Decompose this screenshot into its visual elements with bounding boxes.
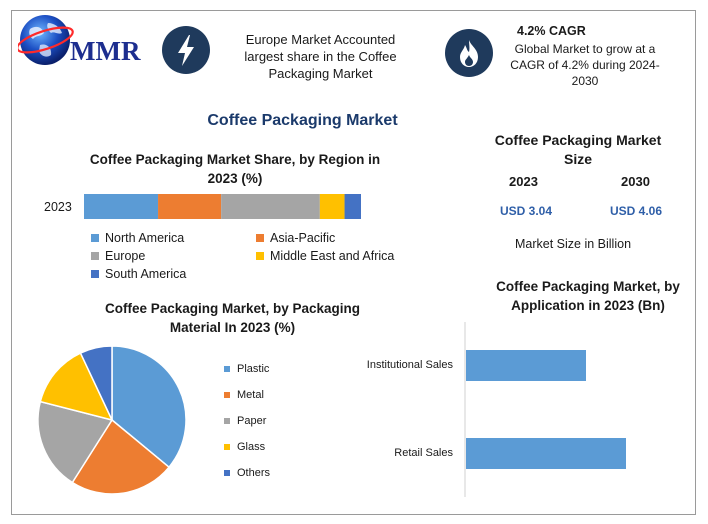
- legend-label: Others: [237, 467, 271, 479]
- legend-label: South America: [105, 267, 187, 281]
- market-size-year-2030: 2030: [621, 174, 650, 189]
- application-chart-title: Coffee Packaging Market, by Application …: [496, 279, 680, 313]
- market-size-value-2023: USD 3.04: [500, 204, 553, 218]
- pie-slice-others: [79, 345, 113, 421]
- region-bar-segment-asia-pacific: [158, 194, 222, 219]
- legend-label: Paper: [237, 415, 267, 427]
- flame-icon: [445, 29, 493, 77]
- legend-label: North America: [105, 231, 185, 245]
- legend-label: Glass: [237, 441, 266, 453]
- region-legend-item-europe: Europe: [91, 249, 145, 263]
- main-title: Coffee Packaging Market: [207, 112, 398, 129]
- legend-swatch: [224, 470, 230, 476]
- material-legend-item-metal: Metal: [224, 389, 264, 401]
- material-legend-item-glass: Glass: [224, 441, 265, 453]
- material-legend-item-others: Others: [224, 467, 270, 479]
- legend-swatch: [91, 252, 99, 260]
- market-size-value-2030: USD 4.06: [610, 204, 663, 218]
- region-bar-segment-south-america: [344, 194, 361, 219]
- region-legend-item-middle-east-and-africa: Middle East and Africa: [256, 249, 394, 263]
- cagr-title: 4.2% CAGR: [517, 24, 586, 38]
- europe-note: Europe Market Accounted largest share in…: [244, 32, 397, 81]
- pie-slice-paper: [37, 400, 114, 484]
- infographic-frame: [11, 10, 696, 515]
- legend-swatch: [224, 418, 230, 424]
- region-legend-item-asia-pacific: Asia-Pacific: [256, 231, 335, 245]
- application-bar-chart: [464, 322, 626, 497]
- legend-swatch: [91, 270, 99, 278]
- region-stacked-bar: [84, 194, 361, 219]
- legend-label: Middle East and Africa: [270, 249, 395, 263]
- market-size-title: Coffee Packaging Market Size: [494, 132, 662, 167]
- region-legend-item-south-america: South America: [91, 267, 186, 281]
- pie-slice-glass: [39, 352, 114, 422]
- legend-label: Europe: [105, 249, 146, 263]
- legend-swatch: [224, 392, 230, 398]
- legend-label: Metal: [237, 389, 264, 401]
- legend-label: Asia-Pacific: [270, 231, 336, 245]
- legend-swatch: [91, 234, 99, 242]
- application-label-retail-sales: Retail Sales: [394, 447, 453, 459]
- market-size-year-2023: 2023: [509, 174, 538, 189]
- material-pie-chart: [37, 345, 187, 495]
- pie-slice-plastic: [111, 345, 187, 469]
- region-bar-segment-north-america: [84, 194, 159, 219]
- material-chart-title: Coffee Packaging Market, by Packaging Ma…: [104, 301, 361, 335]
- legend-swatch: [256, 234, 264, 242]
- region-category-label: 2023: [44, 200, 72, 214]
- application-label-institutional-sales: Institutional Sales: [366, 359, 453, 371]
- material-legend-item-paper: Paper: [224, 415, 266, 427]
- legend-swatch: [224, 366, 230, 372]
- legend-swatch: [256, 252, 264, 260]
- cagr-description: Global Market to grow at a CAGR of 4.2% …: [510, 42, 660, 88]
- region-bar-segment-europe: [221, 194, 320, 219]
- region-legend-item-north-america: North America: [91, 231, 184, 245]
- logo-text: MMR: [70, 36, 141, 66]
- market-size-unit-note: Market Size in Billion: [515, 237, 632, 251]
- region-chart-title: Coffee Packaging Market Share, by Region…: [89, 152, 381, 186]
- lightning-icon: [162, 26, 210, 74]
- application-bar-institutional-sales: [466, 350, 586, 381]
- material-legend-item-plastic: Plastic: [224, 363, 269, 375]
- globe-logo-icon: [18, 15, 74, 65]
- region-bar-segment-middle-east-and-africa: [319, 194, 345, 219]
- legend-swatch: [224, 444, 230, 450]
- application-bar-retail-sales: [466, 438, 626, 469]
- legend-label: Plastic: [237, 363, 270, 375]
- pie-slice-metal: [71, 418, 171, 495]
